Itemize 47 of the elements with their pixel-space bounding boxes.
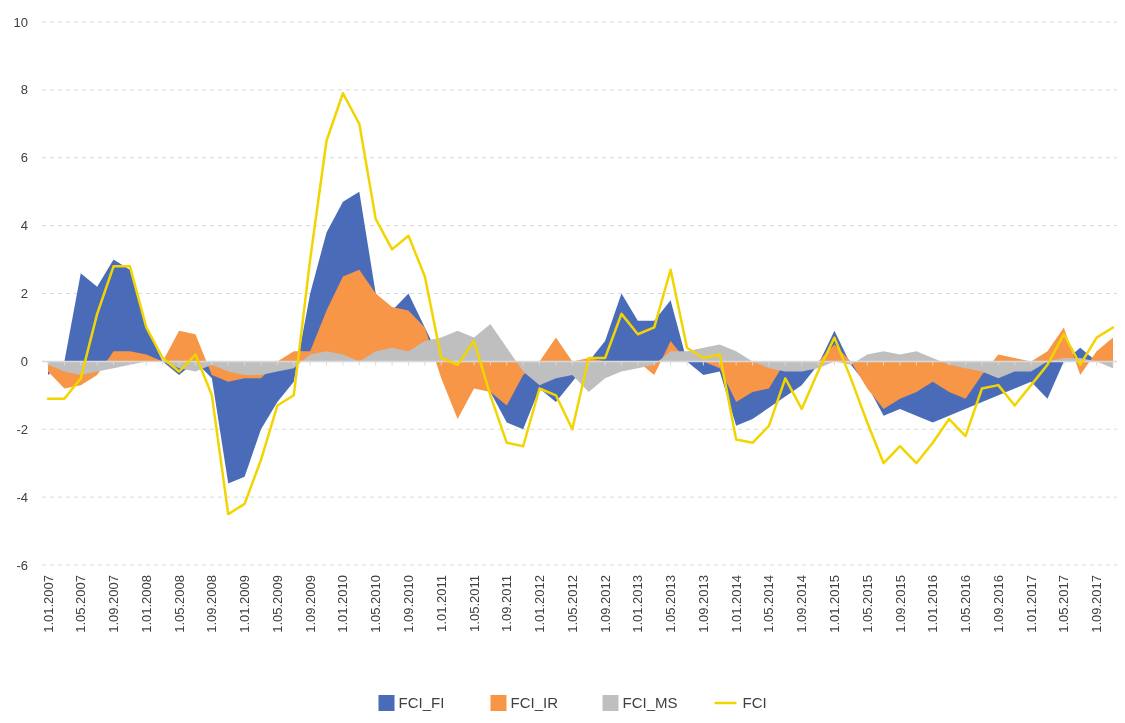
x-tick-label: 1.05.2009 [269, 575, 285, 633]
x-tick-label: 1.01.2015 [827, 575, 843, 633]
x-tick-label: 1.05.2017 [1056, 575, 1072, 633]
y-tick-label: 4 [20, 218, 28, 234]
x-tick-label: 1.01.2017 [1023, 575, 1039, 633]
x-tick-label: 1.01.2010 [335, 575, 351, 633]
x-tick-label: 1.09.2009 [302, 575, 318, 633]
x-tick-label: 1.09.2016 [990, 575, 1006, 633]
x-tick-label: 1.09.2011 [499, 575, 515, 632]
y-tick-label: -2 [16, 421, 28, 437]
x-tick-label: 1.05.2010 [368, 575, 384, 633]
legend-label: FCI_FI [398, 694, 445, 712]
legend-label: FCI [742, 694, 767, 712]
x-tick-label: 1.09.2017 [1089, 575, 1105, 633]
y-tick-label: -6 [16, 557, 28, 573]
y-tick-label: 8 [20, 82, 28, 98]
x-tick-label: 1.05.2007 [73, 575, 89, 633]
x-tick-label: 1.01.2008 [138, 575, 154, 633]
x-tick-label: 1.05.2011 [466, 575, 482, 632]
y-tick-label: 10 [13, 14, 28, 30]
legend-label: FCI_MS [622, 694, 678, 712]
x-tick-label: 1.01.2016 [925, 575, 941, 633]
y-tick-label: -4 [16, 489, 28, 505]
x-tick-label: 1.09.2013 [695, 575, 711, 633]
x-tick-label: 1.01.2009 [237, 575, 253, 633]
x-tick-label: 1.09.2015 [892, 575, 908, 633]
x-tick-label: 1.09.2012 [597, 575, 613, 633]
x-tick-label: 1.01.2014 [728, 575, 744, 633]
x-tick-label: 1.01.2012 [532, 575, 548, 633]
line-series [46, 92, 1115, 516]
y-tick-label: 2 [20, 286, 28, 302]
y-tick-label: 0 [20, 353, 28, 369]
x-tick-label: 1.05.2008 [171, 575, 187, 633]
x-tick-label: 1.05.2013 [663, 575, 679, 633]
x-tick-label: 1.09.2010 [401, 575, 417, 633]
x-tick-label: 1.05.2012 [564, 575, 580, 633]
y-tick-label: 6 [20, 150, 28, 166]
x-tick-label: 1.09.2007 [106, 575, 122, 633]
x-tick-label: 1.05.2015 [859, 575, 875, 633]
x-tick-label: 1.05.2014 [761, 575, 777, 633]
legend-label: FCI_IR [510, 694, 559, 712]
x-tick-label: 1.01.2013 [630, 575, 646, 633]
x-tick-label: 1.01.2007 [40, 575, 56, 633]
x-tick-label: 1.01.2011 [433, 575, 449, 632]
x-tick-label: 1.09.2014 [794, 575, 810, 633]
x-tick-label: 1.05.2016 [958, 575, 974, 633]
x-tick-label: 1.09.2008 [204, 575, 220, 633]
